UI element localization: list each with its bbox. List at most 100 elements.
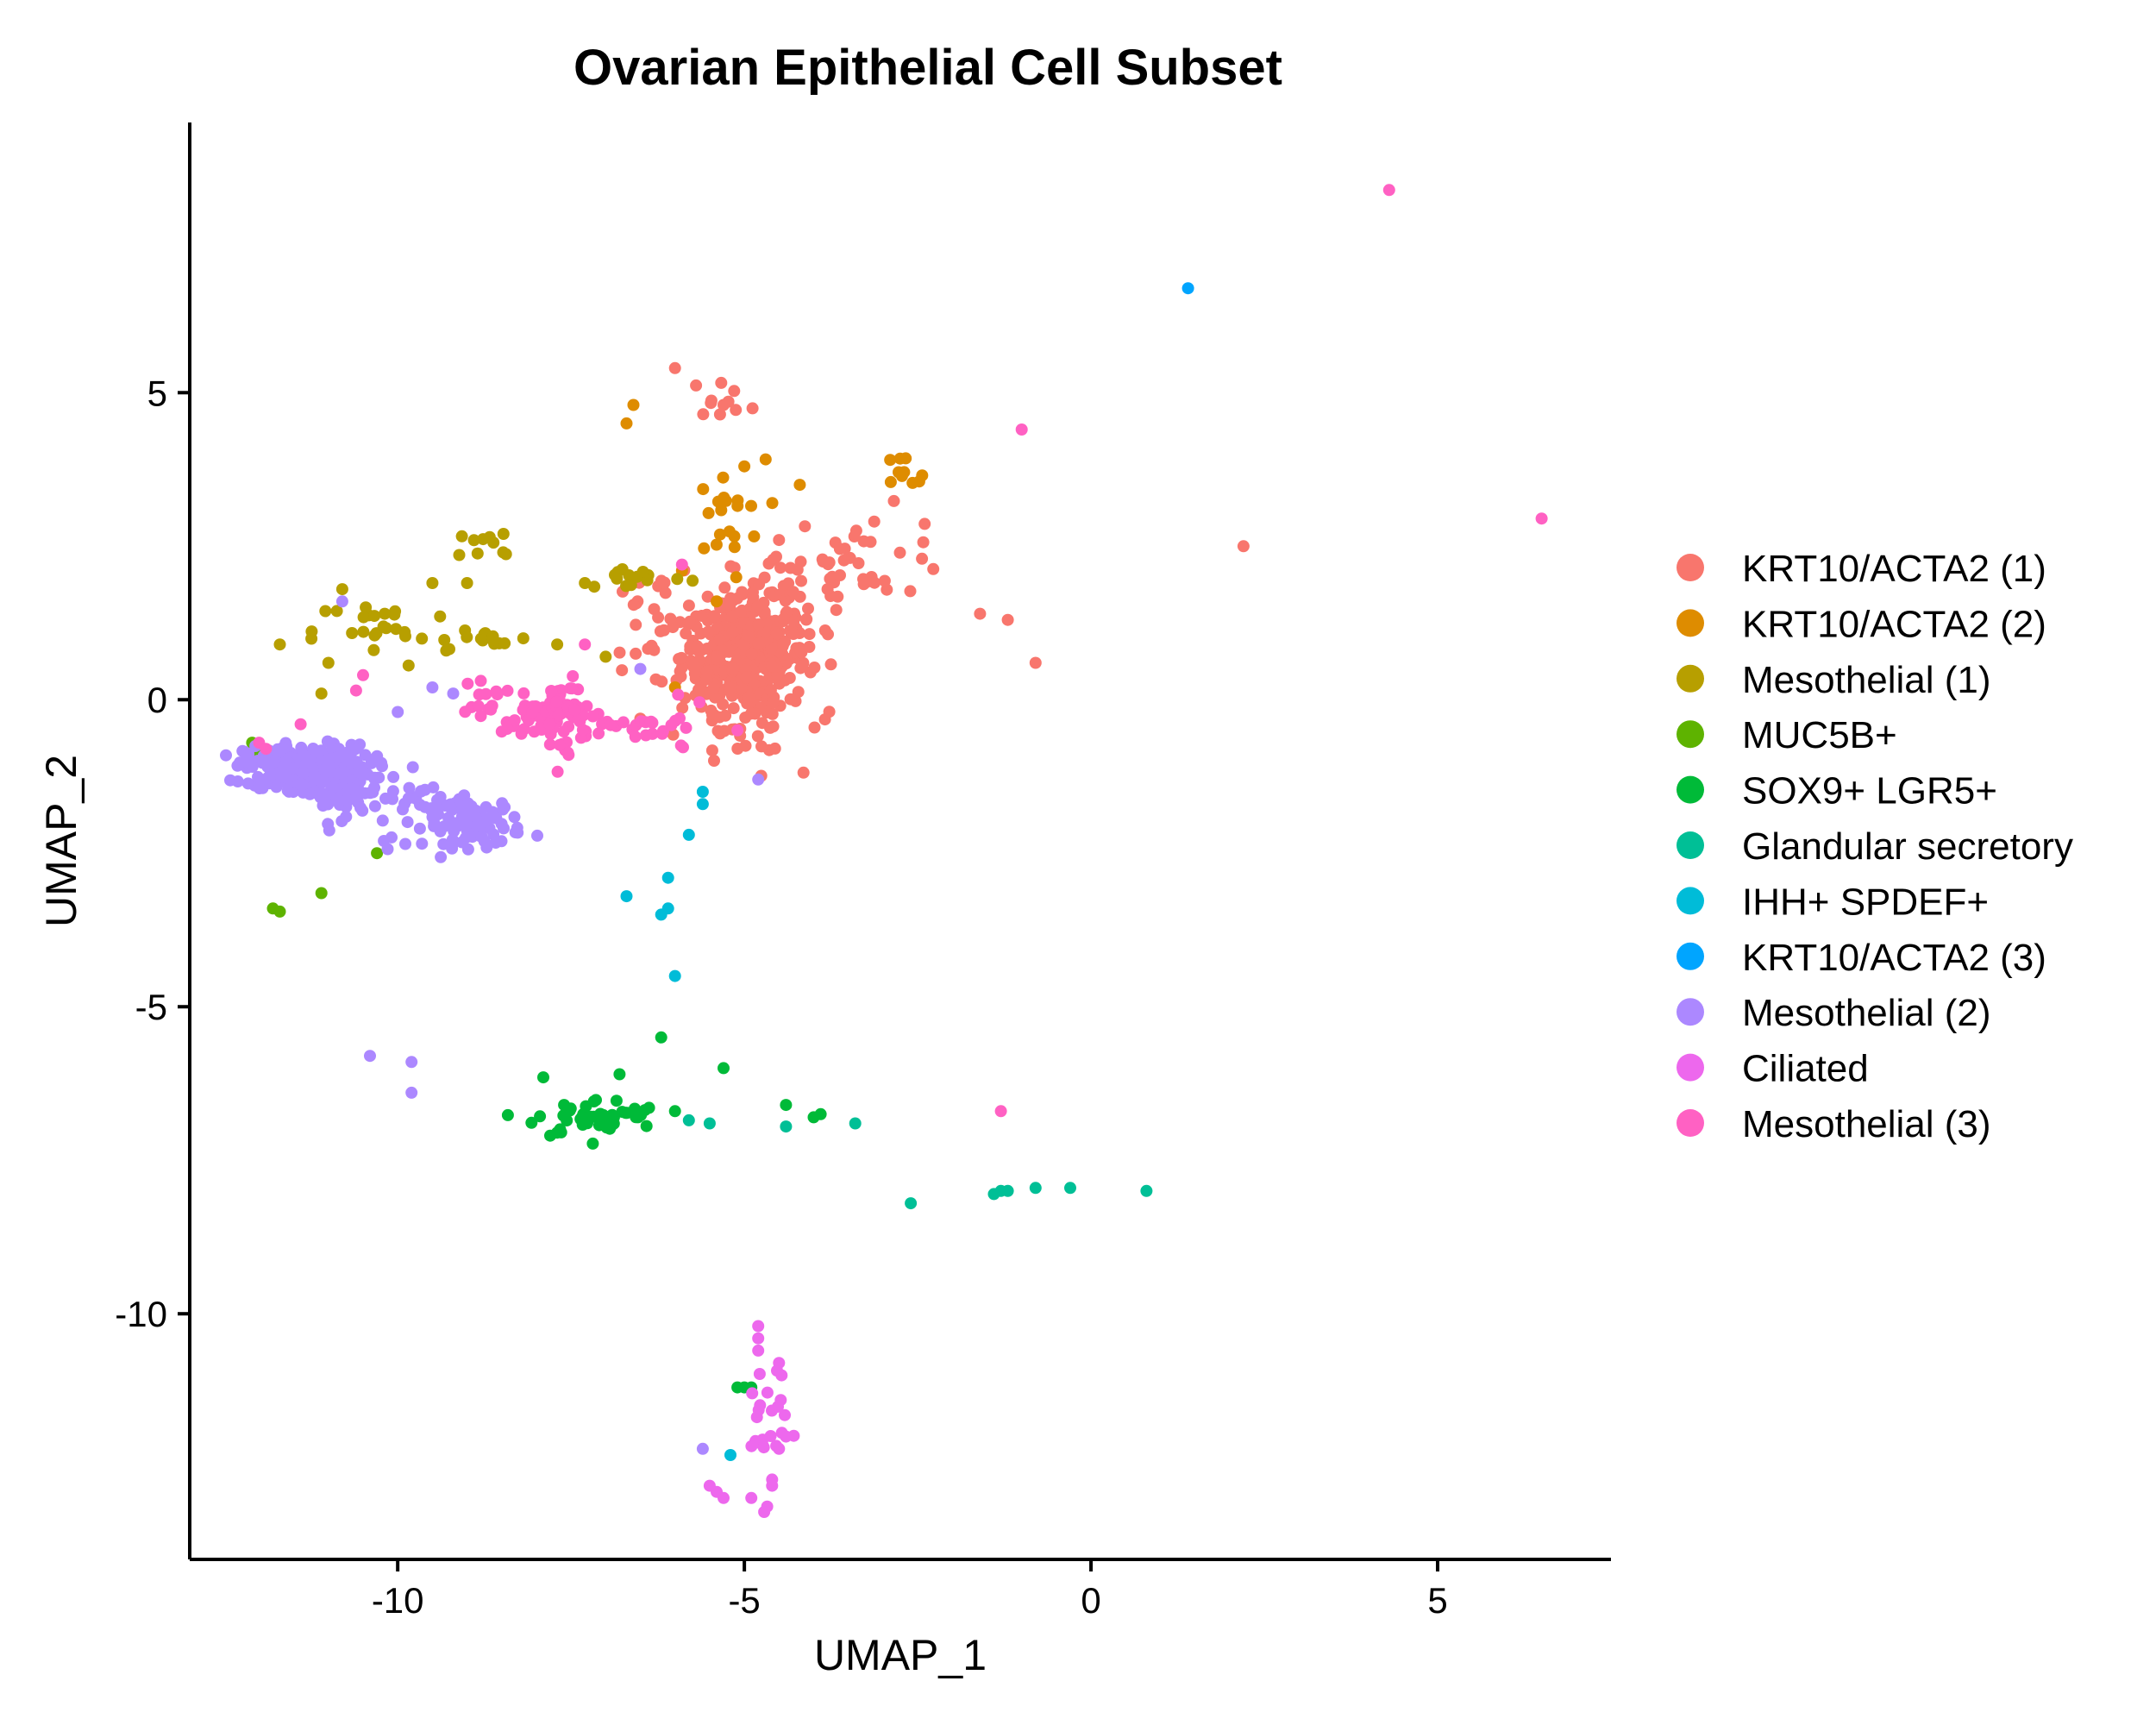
- data-point: [708, 610, 721, 623]
- legend-item: SOX9+ LGR5+: [1677, 770, 1997, 812]
- data-point: [779, 1408, 791, 1421]
- data-point: [718, 581, 731, 594]
- data-point: [671, 573, 684, 586]
- data-point: [837, 554, 850, 567]
- data-point: [508, 714, 521, 727]
- data-point: [746, 402, 759, 415]
- data-point: [599, 650, 612, 663]
- data-point: [731, 499, 744, 512]
- legend-label: Mesothelial (2): [1742, 992, 1991, 1034]
- data-point: [742, 629, 755, 642]
- data-point: [477, 533, 490, 546]
- data-point: [316, 776, 329, 789]
- data-point: [530, 700, 542, 712]
- data-point: [479, 687, 492, 700]
- legend-label: KRT10/ACTA2 (1): [1742, 548, 2046, 590]
- data-point: [613, 1068, 626, 1081]
- data-point: [738, 460, 751, 473]
- legend-swatch: [1677, 887, 1704, 915]
- legend-item: Mesothelial (2): [1677, 992, 1991, 1034]
- data-point: [702, 506, 715, 519]
- data-point: [266, 756, 279, 769]
- data-point: [551, 765, 564, 778]
- data-point: [893, 546, 906, 559]
- data-point: [672, 688, 685, 701]
- data-point: [717, 698, 730, 711]
- data-point: [857, 573, 869, 586]
- data-point: [561, 746, 574, 759]
- data-point: [784, 561, 797, 574]
- data-point: [708, 755, 720, 767]
- data-point: [702, 625, 715, 638]
- data-point: [752, 1344, 765, 1357]
- data-point: [705, 744, 718, 757]
- legend-label: Mesothelial (3): [1742, 1103, 1991, 1145]
- data-point: [281, 784, 294, 797]
- data-point: [231, 775, 244, 787]
- scatter-points: [220, 184, 1548, 1518]
- data-point: [665, 718, 678, 731]
- data-point: [476, 634, 489, 647]
- data-point: [1140, 1184, 1153, 1197]
- data-point: [916, 469, 929, 482]
- series-2: [273, 528, 699, 700]
- data-point: [389, 605, 402, 618]
- legend-item: KRT10/ACTA2 (2): [1677, 603, 2046, 645]
- x-axis-ticks: -10 -5 0 5: [372, 1559, 1448, 1621]
- data-point: [444, 801, 457, 813]
- data-point: [773, 534, 786, 547]
- data-point: [349, 684, 362, 697]
- data-point: [629, 731, 642, 743]
- series-10: [253, 184, 1548, 1118]
- legend-label: IHH+ SPDEF+: [1742, 881, 1989, 923]
- data-point: [834, 569, 846, 581]
- data-point: [715, 376, 728, 389]
- data-point: [736, 586, 749, 599]
- data-point: [700, 673, 713, 686]
- data-point: [379, 607, 392, 620]
- data-point: [818, 713, 831, 726]
- series-9: [703, 1320, 800, 1518]
- data-point: [718, 665, 730, 678]
- legend: KRT10/ACTA2 (1) KRT10/ACTA2 (2) Mesothelia…: [1677, 548, 2073, 1145]
- data-point: [774, 561, 787, 574]
- data-point: [371, 847, 384, 860]
- data-point: [434, 610, 447, 623]
- data-point: [774, 1394, 787, 1407]
- data-point: [657, 624, 670, 637]
- data-point: [402, 792, 415, 805]
- data-point: [905, 1197, 918, 1210]
- legend-swatch: [1677, 1053, 1704, 1082]
- data-point: [623, 579, 636, 591]
- data-point: [592, 727, 605, 740]
- data-point: [698, 542, 711, 555]
- data-point: [398, 625, 411, 638]
- data-point: [611, 572, 624, 585]
- data-point: [627, 398, 640, 411]
- data-point: [718, 398, 730, 411]
- data-point: [817, 555, 830, 568]
- chart-title: Ovarian Epithelial Cell Subset: [573, 40, 1282, 96]
- data-point: [360, 601, 373, 614]
- data-point: [676, 701, 689, 714]
- data-point: [696, 786, 709, 798]
- data-point: [1535, 512, 1548, 525]
- data-point: [319, 605, 332, 618]
- data-point: [898, 466, 911, 479]
- data-point: [752, 637, 765, 650]
- data-point: [344, 782, 357, 795]
- data-point: [515, 727, 528, 740]
- y-axis-title: UMAP_2: [37, 755, 85, 927]
- data-point: [764, 1430, 777, 1442]
- data-point: [793, 479, 806, 492]
- data-point: [646, 717, 659, 729]
- data-point: [274, 770, 287, 783]
- data-point: [770, 628, 783, 641]
- data-point: [764, 721, 776, 734]
- data-point: [551, 1126, 564, 1139]
- data-point: [537, 1071, 549, 1084]
- data-point: [822, 628, 834, 641]
- legend-swatch: [1677, 609, 1704, 637]
- data-point: [279, 737, 292, 750]
- data-point: [768, 742, 781, 755]
